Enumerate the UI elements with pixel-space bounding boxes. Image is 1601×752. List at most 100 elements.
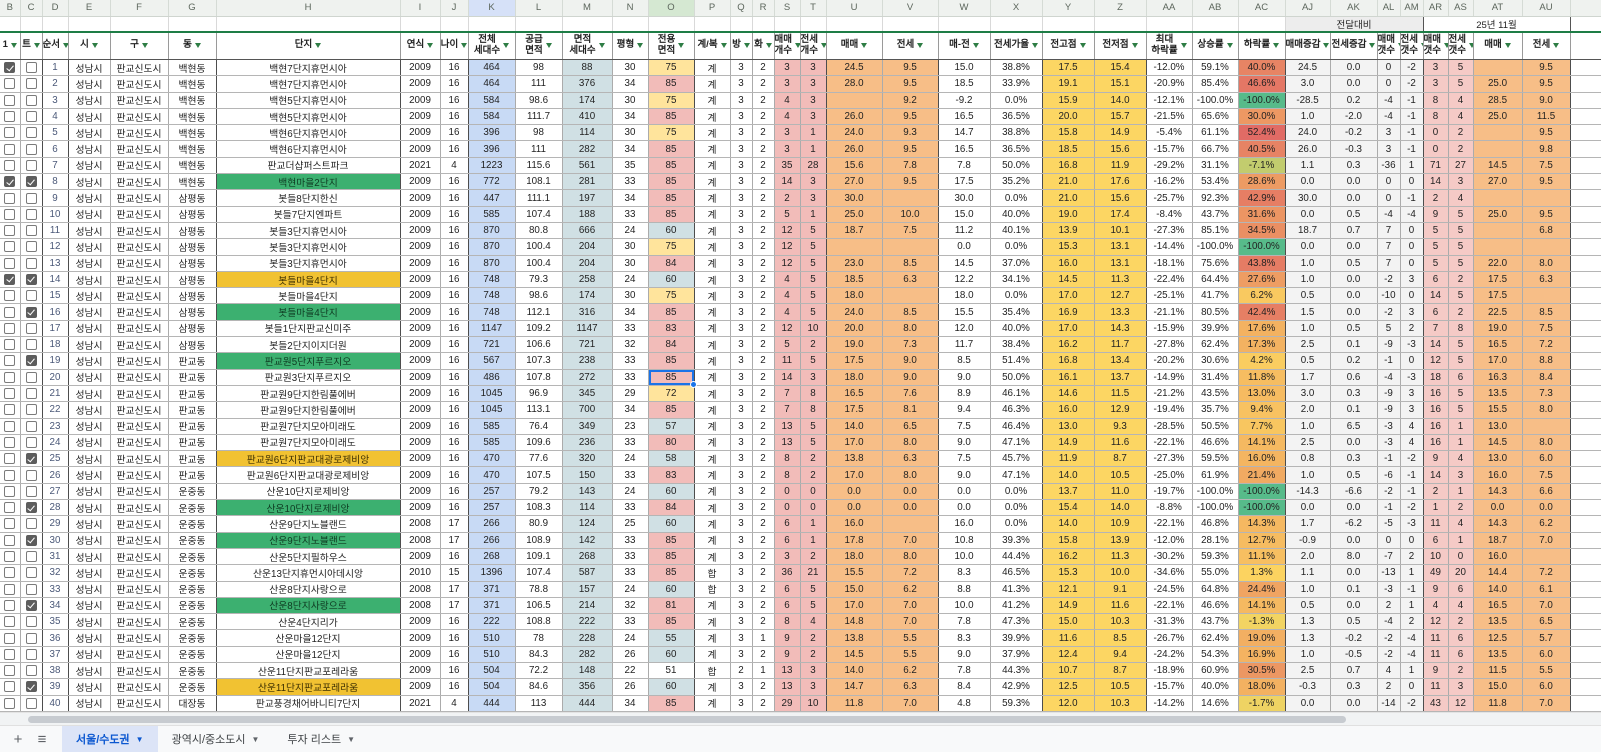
cell-U36[interactable]: 13.8: [826, 629, 883, 647]
cell-AJ29[interactable]: 1.7: [1285, 515, 1331, 533]
checkbox-cell-B28[interactable]: [0, 499, 21, 517]
cell-T24[interactable]: 5: [800, 434, 827, 452]
cell-W21[interactable]: 8.9: [938, 385, 991, 403]
cell-W34[interactable]: 10.0: [938, 597, 991, 615]
cell-AC29[interactable]: 14.3%: [1238, 515, 1286, 533]
cell-D24[interactable]: 24: [42, 434, 69, 452]
cell-I35[interactable]: 2009: [400, 613, 441, 631]
cell-U5[interactable]: 24.0: [826, 124, 883, 142]
cell-K14[interactable]: 748: [468, 271, 516, 289]
cell-R33[interactable]: 2: [752, 581, 775, 598]
cell-AK21[interactable]: 0.3: [1330, 385, 1378, 403]
cell-G21[interactable]: 판교동: [168, 385, 217, 403]
column-letter-Z[interactable]: Z: [1094, 0, 1147, 17]
cell-E15[interactable]: 성남시: [68, 287, 111, 305]
cell-Y9[interactable]: 21.0: [1042, 189, 1095, 207]
cell-D9[interactable]: 9: [42, 189, 69, 207]
cell-Z27[interactable]: 11.0: [1094, 483, 1147, 501]
cell-AJ16[interactable]: 1.5: [1285, 303, 1331, 321]
cell-U8[interactable]: 27.0: [826, 173, 883, 191]
cell-AS4[interactable]: 4: [1448, 108, 1474, 126]
cell-L3[interactable]: 98.6: [515, 92, 563, 109]
cell-AJ34[interactable]: 0.5: [1285, 597, 1331, 615]
cell-AM24[interactable]: 4: [1400, 434, 1424, 452]
column-letter-AJ[interactable]: AJ: [1285, 0, 1331, 17]
cell-AA8[interactable]: -16.2%: [1146, 173, 1193, 191]
cell-AU28[interactable]: 0.0: [1522, 499, 1571, 517]
cell-M27[interactable]: 143: [562, 483, 613, 501]
checkbox-cell-C8[interactable]: [20, 173, 43, 191]
cell-AJ17[interactable]: 1.0: [1285, 320, 1331, 338]
cell-L16[interactable]: 112.1: [515, 303, 563, 321]
cell-M12[interactable]: 204: [562, 238, 613, 256]
cell-Z19[interactable]: 13.4: [1094, 352, 1147, 370]
cell-U25[interactable]: 13.8: [826, 450, 883, 468]
cell-E39[interactable]: 성남시: [68, 678, 111, 696]
filter-icon[interactable]: [720, 42, 727, 48]
cell-P31[interactable]: 계: [694, 548, 731, 566]
column-letter-M[interactable]: M: [562, 0, 613, 17]
filter-icon[interactable]: [917, 42, 924, 48]
cell-R3[interactable]: 2: [752, 92, 775, 109]
cell-AL4[interactable]: -4: [1377, 108, 1401, 126]
cell-T19[interactable]: 5: [800, 352, 827, 370]
cell-P12[interactable]: 계: [694, 238, 731, 256]
cell-P25[interactable]: 계: [694, 450, 731, 468]
cell-U3[interactable]: [826, 92, 883, 109]
cell-X37[interactable]: 37.9%: [990, 646, 1043, 663]
cell-S17[interactable]: 12: [774, 320, 801, 338]
cell-F10[interactable]: 판교신도시: [110, 206, 169, 223]
cell-AS16[interactable]: 2: [1448, 303, 1474, 321]
checkbox-cell-C1[interactable]: [20, 59, 43, 77]
cell-D19[interactable]: 19: [42, 352, 69, 370]
horizontal-scrollbar[interactable]: [0, 712, 1601, 725]
add-sheet-button[interactable]: +: [13, 730, 23, 748]
cell-AK2[interactable]: 0.0: [1330, 75, 1378, 93]
cell-AT25[interactable]: 13.0: [1473, 450, 1523, 468]
cell-AC5[interactable]: 52.4%: [1238, 124, 1286, 142]
cell-K19[interactable]: 567: [468, 352, 516, 370]
cell-Y21[interactable]: 14.6: [1042, 385, 1095, 403]
cell-AL3[interactable]: -4: [1377, 92, 1401, 109]
cell-AK17[interactable]: 0.5: [1330, 320, 1378, 338]
cell-R37[interactable]: 2: [752, 646, 775, 663]
cell-H10[interactable]: 봇들7단지엔파트: [216, 206, 401, 223]
cell-O10[interactable]: 85: [648, 206, 695, 223]
cell-N21[interactable]: 29: [612, 385, 649, 403]
cell-W31[interactable]: 10.0: [938, 548, 991, 566]
cell-AJ37[interactable]: 1.0: [1285, 646, 1331, 663]
cell-Z33[interactable]: 9.1: [1094, 581, 1147, 598]
cell-H1[interactable]: 백현7단지휴먼시아: [216, 59, 401, 77]
cell-H7[interactable]: 판교더샵퍼스트파크: [216, 157, 401, 175]
cell-L22[interactable]: 113.1: [515, 401, 563, 419]
cell-AU34[interactable]: 7.0: [1522, 597, 1571, 615]
cell-O23[interactable]: 57: [648, 418, 695, 435]
cell-AC21[interactable]: 13.0%: [1238, 385, 1286, 403]
cell-O29[interactable]: 60: [648, 515, 695, 533]
cell-Y33[interactable]: 12.1: [1042, 581, 1095, 598]
cell-D5[interactable]: 5: [42, 124, 69, 142]
cell-AB12[interactable]: -100.0%: [1192, 238, 1239, 256]
cell-T17[interactable]: 10: [800, 320, 827, 338]
cell-AM1[interactable]: -2: [1400, 59, 1424, 77]
cell-H6[interactable]: 백현6단지휴먼시아: [216, 140, 401, 158]
cell-AJ28[interactable]: 0.0: [1285, 499, 1331, 517]
cell-AC8[interactable]: 28.6%: [1238, 173, 1286, 191]
cell-AJ9[interactable]: 30.0: [1285, 189, 1331, 207]
row-checkbox[interactable]: [4, 485, 16, 497]
row-checkbox[interactable]: [4, 632, 16, 644]
column-header-E[interactable]: 시: [68, 30, 111, 60]
cell-F12[interactable]: 판교신도시: [110, 238, 169, 256]
cell-AK30[interactable]: 0.0: [1330, 532, 1378, 549]
filter-icon[interactable]: [1273, 42, 1280, 48]
cell-AB9[interactable]: 92.3%: [1192, 189, 1239, 207]
cell-U37[interactable]: 14.5: [826, 646, 883, 663]
cell-N37[interactable]: 26: [612, 646, 649, 663]
column-letter-AM[interactable]: AM: [1400, 0, 1424, 17]
cell-AU10[interactable]: 9.5: [1522, 206, 1571, 223]
cell-P34[interactable]: 계: [694, 597, 731, 615]
checkbox-cell-B13[interactable]: [0, 255, 21, 272]
cell-O9[interactable]: 85: [648, 189, 695, 207]
cell-P8[interactable]: 계: [694, 173, 731, 191]
cell-AB25[interactable]: 59.5%: [1192, 450, 1239, 468]
